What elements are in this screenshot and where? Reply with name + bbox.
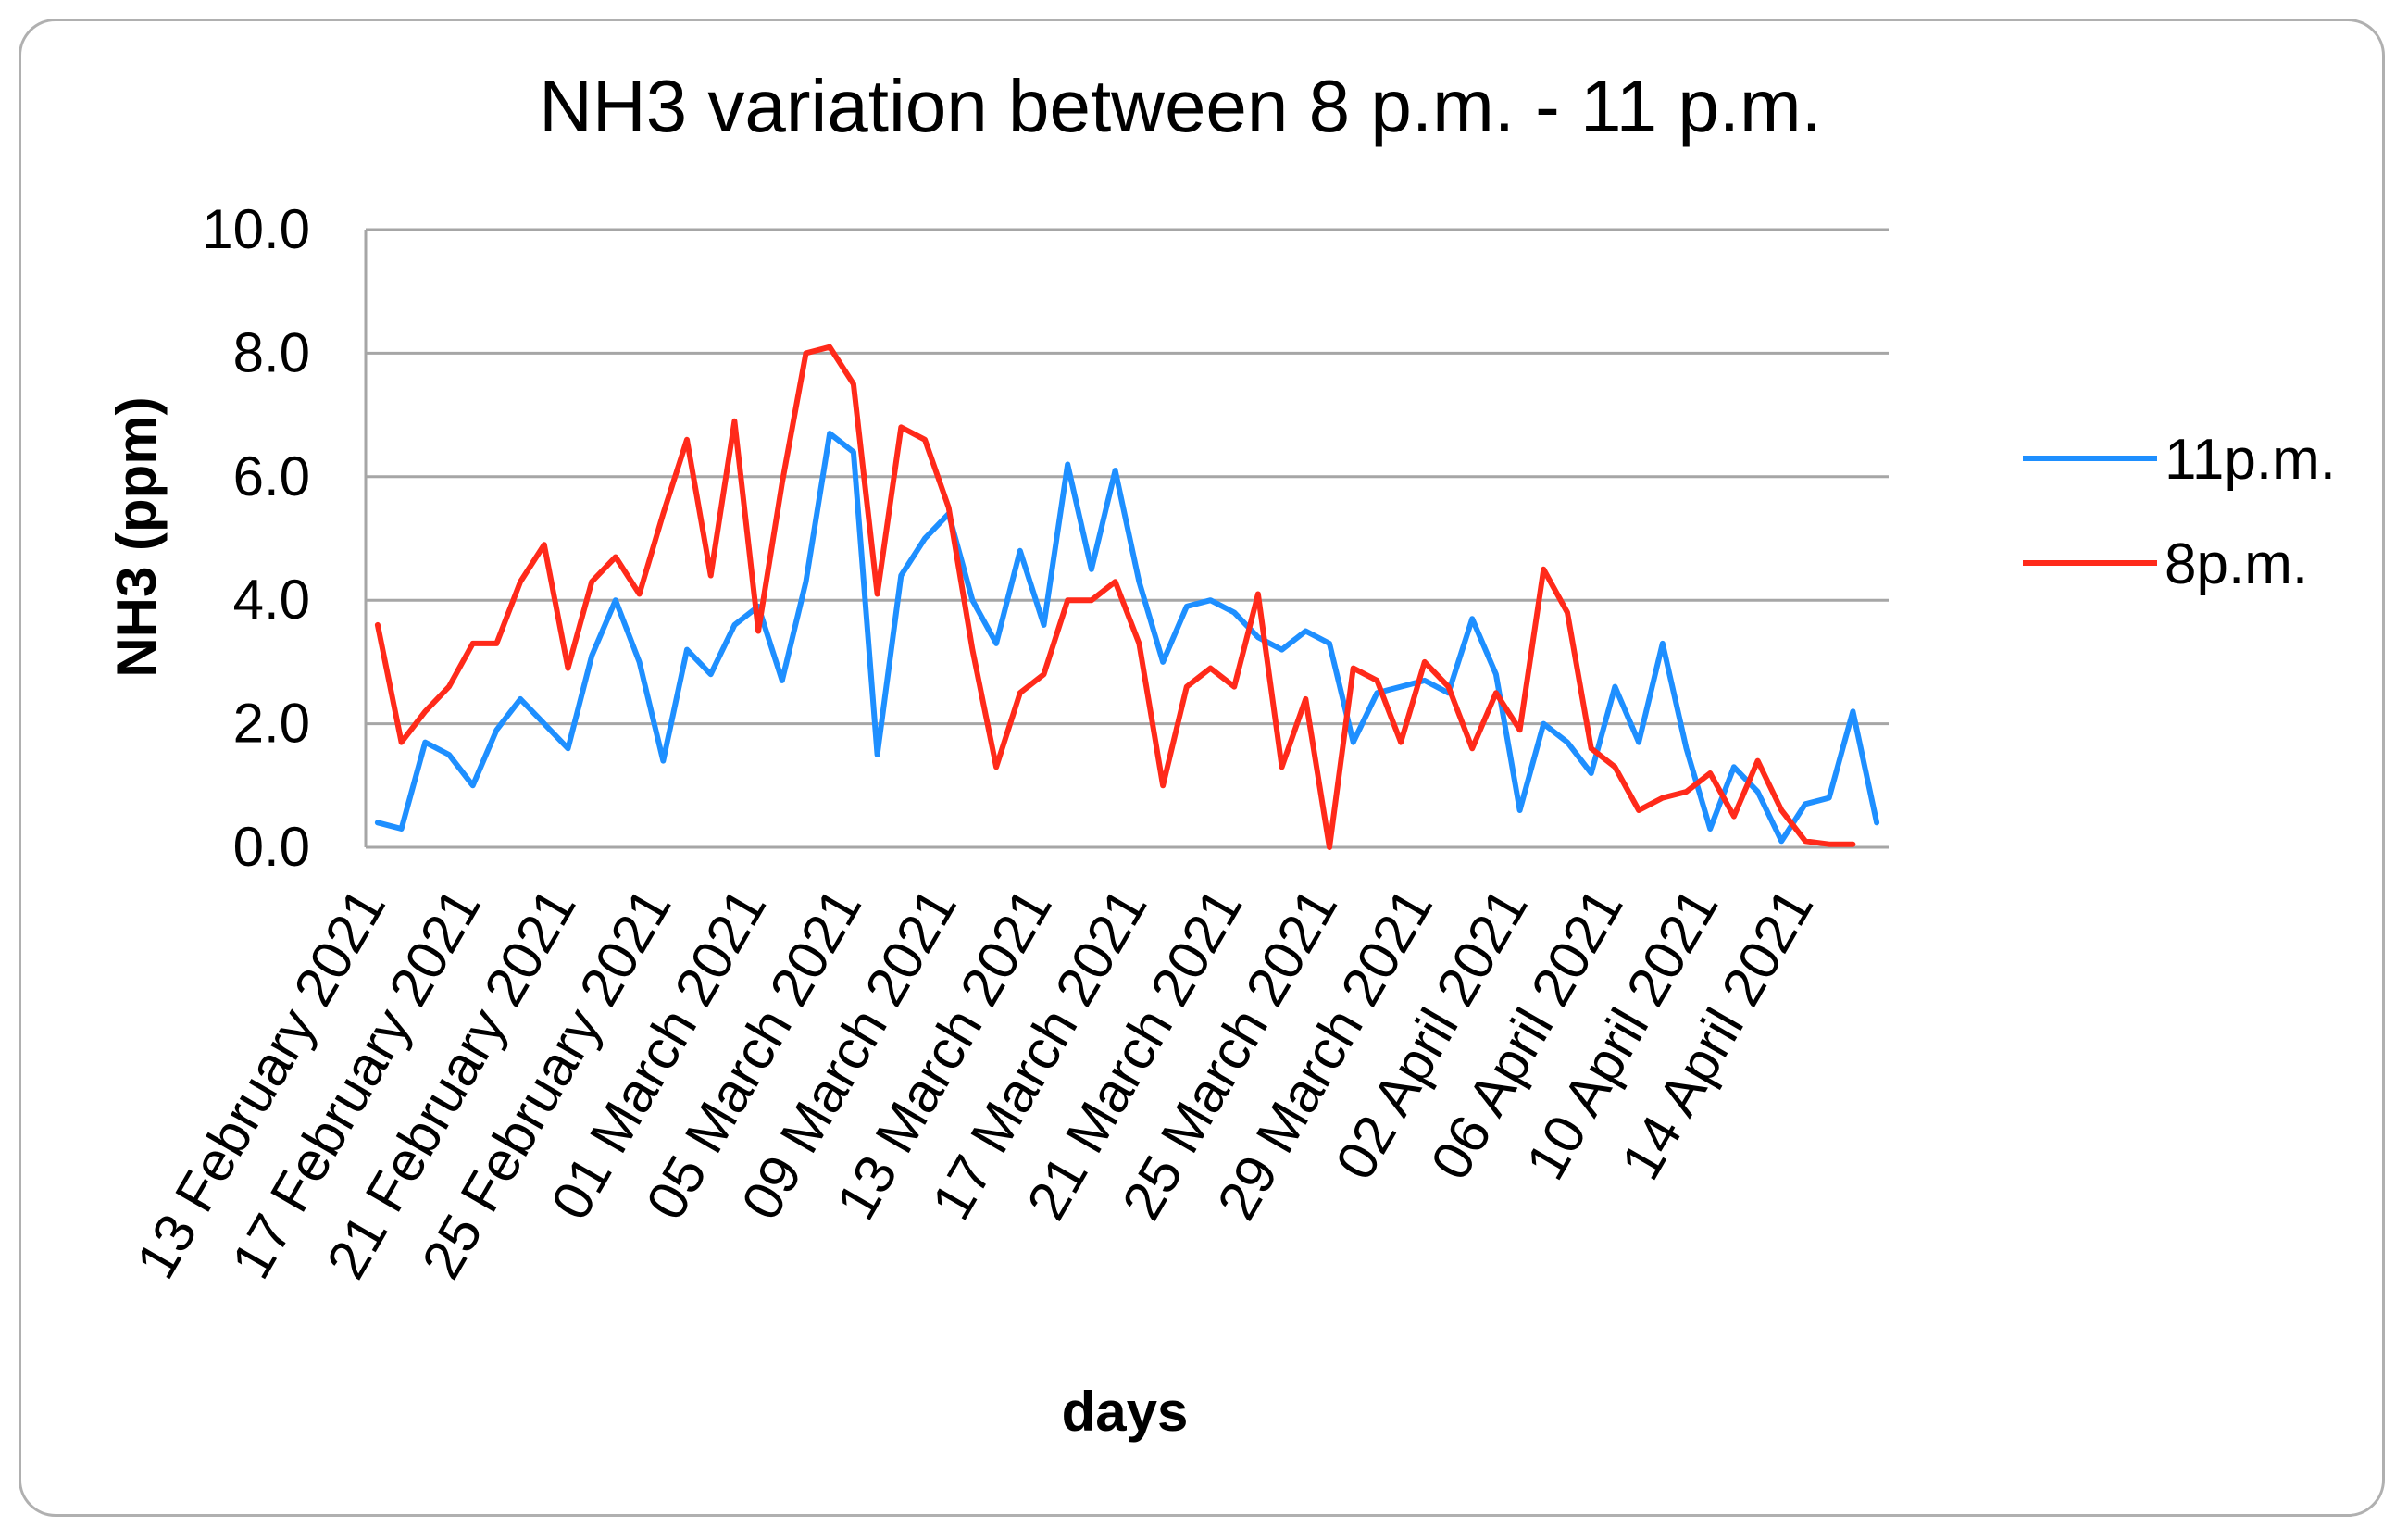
y-tick-label: 4.0 <box>233 569 310 631</box>
y-tick-label: 2.0 <box>233 693 310 755</box>
legend-label-11pm: 11p.m. <box>2165 428 2336 492</box>
series-lines <box>374 344 1880 850</box>
legend-label-8pm: 8p.m. <box>2165 532 2308 596</box>
y-tick-label: 10.0 <box>202 198 310 260</box>
series-line-8pm <box>374 344 1856 850</box>
x-axis-title: days <box>1062 1381 1189 1443</box>
y-tick-label: 8.0 <box>233 321 310 383</box>
series-line-11pm <box>374 431 1880 845</box>
chart-title: NH3 variation between 8 p.m. - 11 p.m. <box>539 65 1822 147</box>
legend: 11p.m. 8p.m. <box>2023 428 2336 596</box>
y-tick-label: 6.0 <box>233 445 310 507</box>
grid-lines <box>364 228 1889 849</box>
y-tick-label: 0.0 <box>233 816 310 878</box>
chart-frame <box>19 19 2385 1517</box>
y-axis-title: NH3 (ppm) <box>106 396 168 677</box>
y-axis-ticks: 0.0 2.0 4.0 6.0 8.0 10.0 <box>202 198 310 878</box>
